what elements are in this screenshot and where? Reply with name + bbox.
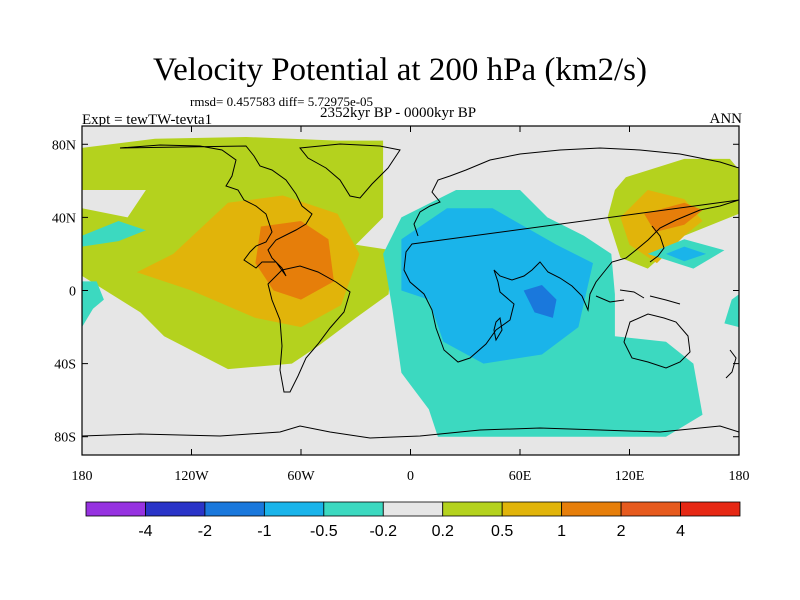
season-label: ANN [709, 111, 743, 127]
y-ticks: 80N 40N 0 40S 80S [52, 138, 739, 446]
y-tick-label: 40N [52, 211, 76, 226]
colorbar-label: 4 [676, 523, 685, 540]
colorbar-label: 2 [617, 523, 626, 540]
contour-region-13 [523, 285, 557, 318]
colorbar-box [382, 501, 444, 517]
colorbar-box [85, 501, 146, 517]
colorbar-box [442, 501, 503, 517]
x-tick-label: 120W [174, 469, 209, 484]
coastline-north-america [119, 144, 313, 277]
y-tick-label: 0 [69, 285, 76, 300]
x-tick-label: 60E [509, 469, 532, 484]
coastline-antarctica [82, 425, 739, 439]
colorbar-label: 0.5 [491, 523, 513, 540]
colorbar-label: -4 [138, 523, 152, 540]
x-tick-label: 120E [615, 469, 645, 484]
colorbar-box [323, 501, 384, 517]
period-label: 2352kyr BP - 0000kyr BP [320, 105, 477, 121]
colorbar-box [680, 501, 741, 517]
colorbar-box [263, 501, 325, 517]
stats-text: rmsd= 0.457583 diff= 5.72975e-05 [190, 94, 374, 109]
colorbar-label: 0.2 [432, 523, 454, 540]
x-tick-label: 60W [287, 469, 315, 484]
y-tick-label: 80N [52, 138, 76, 153]
x-ticks: 180 120W 60W 0 60E 120E 180 [72, 126, 750, 484]
contour-region-10 [724, 294, 739, 328]
colorbar-label: -1 [257, 523, 271, 540]
colorbar-label: -0.5 [310, 523, 338, 540]
contour-region-8 [82, 281, 104, 328]
coastline-new-zealand [725, 349, 737, 379]
y-tick-label: 40S [54, 358, 76, 373]
contour-region-11 [401, 208, 593, 364]
coastline-madagascar [493, 316, 503, 342]
colorbar-label: -0.2 [369, 523, 397, 540]
colorbar-box [561, 501, 622, 517]
contour-region-12 [666, 246, 707, 262]
x-tick-label: 180 [72, 469, 93, 484]
colorbar-label: 1 [557, 523, 566, 540]
contour-region-5 [644, 202, 703, 232]
coastline-australia [623, 313, 691, 369]
coastline-eurasia-africa [403, 147, 739, 363]
x-tick-label: 180 [729, 469, 750, 484]
coastline-japan [649, 225, 665, 263]
coastline-south-america [267, 265, 351, 393]
colorbar-box [204, 501, 265, 517]
x-tick-label: 0 [407, 469, 414, 484]
contour-region-7 [82, 221, 146, 247]
experiment-label: Expt = tewTW-tevta1 [82, 112, 213, 128]
field-layer [82, 137, 739, 437]
colorbar-box [620, 501, 681, 517]
y-tick-label: 80S [54, 431, 76, 446]
colorbar-box [145, 501, 206, 517]
colorbar: -4 -2 -1 -0.5 -0.2 0.2 0.5 1 2 4 [85, 501, 741, 540]
coastline-greenland [299, 143, 401, 199]
chart-title: Velocity Potential at 200 hPa (km2/s) [152, 52, 648, 88]
coastline-indonesia [595, 289, 681, 305]
colorbar-box [501, 501, 563, 517]
colorbar-label: -2 [198, 523, 212, 540]
coastlines [82, 143, 739, 439]
